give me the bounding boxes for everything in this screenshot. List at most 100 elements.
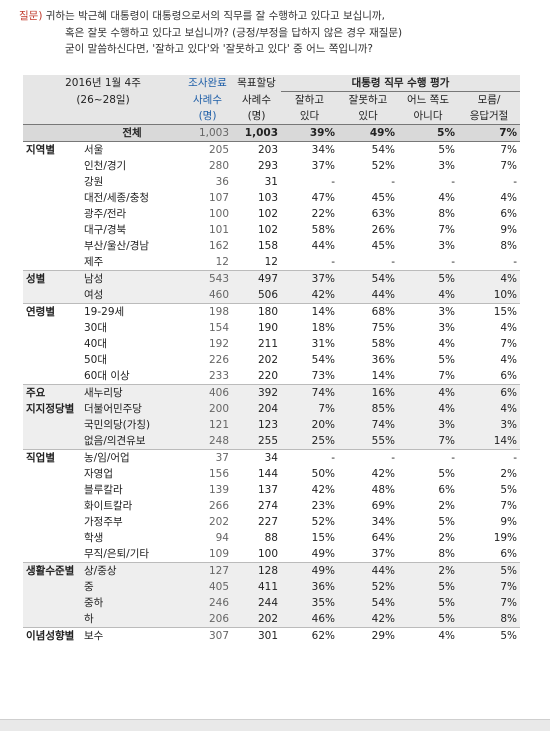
survey-count: 162 xyxy=(208,240,229,252)
row-label: 더불어민주당 xyxy=(81,401,183,417)
rating-value: 6% xyxy=(458,368,521,385)
table-row: 중하 246 244 35% 54% 5% 7% xyxy=(23,595,521,611)
target-count: 204 xyxy=(232,401,281,417)
target-count: 34 xyxy=(264,452,278,464)
rating-value: 20% xyxy=(281,417,338,433)
rating-value: 45% xyxy=(371,240,395,252)
header-row-2: (26~28일) 사례수 사례수 잘하고 잘못하고 어느 쪽도 모름/ xyxy=(23,91,521,125)
target-count: 202 xyxy=(257,354,278,366)
rating-value: 4% xyxy=(500,322,518,334)
header-col4-l2: 응답거절 xyxy=(458,108,521,125)
header-period: 2016년 1월 4주 xyxy=(23,75,183,92)
group-spacer xyxy=(23,287,81,304)
table-row: 50대 226 202 54% 36% 5% 4% xyxy=(23,352,520,368)
target-count: 293 xyxy=(257,160,278,172)
target-count: 128 xyxy=(232,562,281,579)
target-count: 12 xyxy=(232,254,281,271)
rating-value: 7% xyxy=(281,401,338,417)
group-spacer xyxy=(23,498,81,514)
rating-value: 58% xyxy=(371,338,395,350)
rating-value: 5% xyxy=(438,354,455,366)
rating-value: 4% xyxy=(398,401,458,417)
survey-count: 12 xyxy=(183,254,232,271)
rating-value: 5% xyxy=(398,579,458,595)
target-count: 100 xyxy=(232,546,281,563)
target-count: 392 xyxy=(232,384,281,401)
rating-value: 46% xyxy=(281,611,338,628)
survey-count: 127 xyxy=(183,562,232,579)
total-n1: 1,003 xyxy=(183,124,232,142)
survey-count: 121 xyxy=(183,417,232,433)
target-count: 88 xyxy=(264,532,278,544)
rating-value: - xyxy=(331,452,335,464)
rating-value: 7% xyxy=(500,338,518,350)
rating-value: 22% xyxy=(311,208,335,220)
rating-value: 7% xyxy=(458,595,521,611)
table-row: 여성 460 506 42% 44% 4% 10% xyxy=(23,287,521,304)
header-col4-l1: 모름/ xyxy=(458,91,521,108)
group-spacer xyxy=(23,417,81,433)
table-row: 화이트칼라 266 274 23% 69% 2% 7% xyxy=(23,498,520,514)
survey-table-body: 전체 1,003 1,003 39% 49% 5% 7% 지역별 서울 205 203… xyxy=(23,124,521,645)
rating-value: 55% xyxy=(338,433,398,450)
rating-value: 42% xyxy=(281,287,338,304)
group-spacer xyxy=(23,174,81,190)
rating-value: 5% xyxy=(500,484,518,496)
rating-value: 6% xyxy=(500,208,518,220)
group-spacer xyxy=(23,190,81,206)
header-col3-l2: 아니다 xyxy=(398,108,458,125)
rating-value: 2% xyxy=(500,468,518,480)
rating-value: 73% xyxy=(281,368,338,385)
rating-value: 4% xyxy=(458,401,521,417)
row-label: 무직/은퇴/기타 xyxy=(81,546,183,563)
table-row: 광주/전라 100 102 22% 63% 8% 6% xyxy=(23,206,520,222)
rating-value: 44% xyxy=(338,562,398,579)
table-row: 생활수준별 상/중상 127 128 49% 44% 2% 5% xyxy=(23,562,521,579)
row-label: 가정주부 xyxy=(84,516,123,528)
survey-count: 248 xyxy=(183,433,232,450)
question-line-1: 질문) 귀하는 박근혜 대통령이 대통령으로서의 직무를 잘 수행하고 있다고 … xyxy=(19,8,539,25)
rating-value: 44% xyxy=(338,287,398,304)
survey-count: 101 xyxy=(208,224,229,236)
total-v1: 39% xyxy=(281,124,338,142)
table-row: 60대 이상 233 220 73% 14% 7% 6% xyxy=(23,368,521,385)
rating-value: 31% xyxy=(311,338,335,350)
rating-value: 54% xyxy=(371,144,395,156)
rating-value: 4% xyxy=(438,192,455,204)
rating-value: 37% xyxy=(281,270,338,287)
question-text: 질문) 귀하는 박근혜 대통령이 대통령으로서의 직무를 잘 수행하고 있다고 … xyxy=(19,8,539,58)
rating-value: 3% xyxy=(438,240,455,252)
rating-value: 62% xyxy=(311,630,335,642)
rating-value: 64% xyxy=(371,532,395,544)
rating-value: 63% xyxy=(371,208,395,220)
rating-value: - xyxy=(458,254,521,271)
row-label: 블루칼라 xyxy=(84,484,123,496)
rating-value: 8% xyxy=(438,208,455,220)
row-label: 제주 xyxy=(81,254,183,271)
rating-value: 5% xyxy=(438,468,455,480)
survey-count: 200 xyxy=(183,401,232,417)
target-count: 102 xyxy=(257,208,278,220)
group-spacer xyxy=(23,466,81,482)
row-label: 부산/울산/경남 xyxy=(84,240,150,252)
survey-count: 226 xyxy=(208,354,229,366)
group-spacer xyxy=(23,336,81,352)
rating-value: 5% xyxy=(398,595,458,611)
rating-value: 8% xyxy=(458,611,521,628)
rating-value: - xyxy=(331,176,335,188)
table-row: 이념성향별 보수 307 301 62% 29% 4% 5% xyxy=(23,628,520,645)
target-count: 123 xyxy=(232,417,281,433)
rating-value: 15% xyxy=(493,306,518,318)
rating-value: 16% xyxy=(338,384,398,401)
header-target-unit2: (명) xyxy=(232,108,281,125)
row-label: 여성 xyxy=(81,287,183,304)
row-label: 자영업 xyxy=(84,468,113,480)
group-label: 성별 xyxy=(23,270,81,287)
header-col2-l2: 있다 xyxy=(338,108,398,125)
survey-count: 233 xyxy=(183,368,232,385)
header-col2-l1: 잘못하고 xyxy=(338,91,398,108)
survey-count: 246 xyxy=(183,595,232,611)
rating-value: 3% xyxy=(438,322,455,334)
row-label: 남성 xyxy=(81,270,183,287)
